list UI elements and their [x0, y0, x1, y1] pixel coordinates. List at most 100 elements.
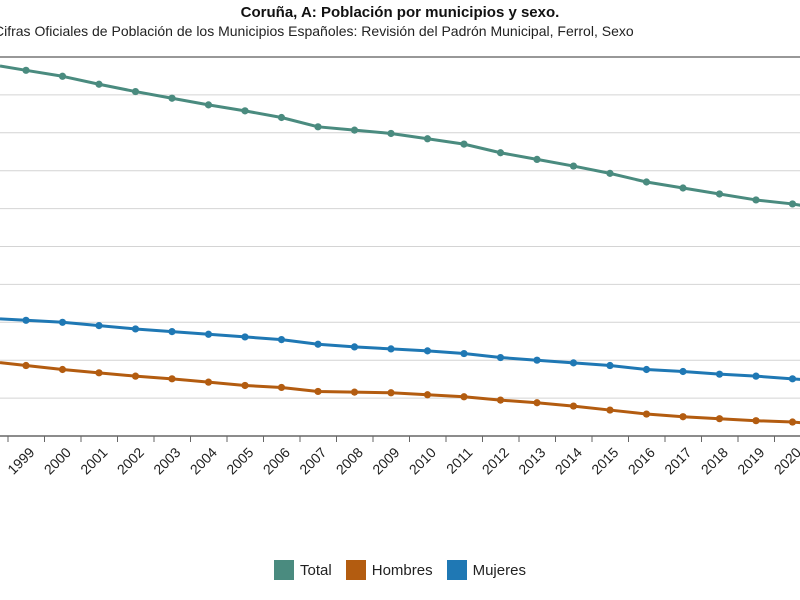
x-tick-label: 2019 — [734, 444, 767, 477]
data-point-hombres[interactable] — [460, 393, 468, 401]
data-point-hombres[interactable] — [241, 381, 249, 390]
data-point-mujeres[interactable] — [131, 325, 140, 333]
legend-item-hombres[interactable]: Hombres — [345, 560, 433, 580]
data-point-mujeres[interactable] — [277, 335, 286, 344]
data-point-total[interactable] — [460, 140, 468, 148]
x-tick-label: 2008 — [333, 444, 366, 477]
data-point-total[interactable] — [788, 200, 797, 208]
data-point-mujeres[interactable] — [204, 330, 213, 338]
data-point-hombres[interactable] — [204, 378, 213, 386]
gridlines — [0, 94, 800, 399]
data-point-mujeres[interactable] — [788, 375, 797, 383]
series-line-mujeres — [0, 317, 800, 381]
data-point-hombres[interactable] — [277, 383, 286, 392]
data-point-mujeres[interactable] — [460, 349, 468, 358]
data-point-total[interactable] — [277, 113, 286, 122]
legend-swatch-mujeres — [446, 560, 467, 580]
data-point-total[interactable] — [168, 94, 176, 102]
x-tick-label: 2001 — [77, 444, 110, 477]
data-point-mujeres[interactable] — [496, 353, 505, 362]
data-point-hombres[interactable] — [679, 413, 687, 421]
x-tick-label: 2009 — [369, 444, 402, 477]
data-point-total[interactable] — [314, 123, 322, 131]
data-point-total[interactable] — [533, 155, 541, 163]
data-point-total[interactable] — [752, 196, 760, 204]
data-point-total[interactable] — [204, 101, 213, 109]
data-point-mujeres[interactable] — [679, 367, 687, 376]
data-point-hombres[interactable] — [642, 410, 651, 418]
data-point-hombres[interactable] — [387, 389, 395, 397]
legend-swatch-hombres — [345, 560, 366, 580]
data-point-total[interactable] — [679, 184, 687, 192]
data-point-total[interactable] — [569, 162, 578, 170]
data-point-total[interactable] — [642, 178, 651, 186]
x-tick-label: 2012 — [479, 444, 512, 477]
x-tick-label: 2002 — [114, 444, 147, 477]
data-point-mujeres[interactable] — [314, 340, 322, 348]
data-point-total[interactable] — [95, 80, 103, 88]
data-point-hombres[interactable] — [168, 375, 176, 383]
data-point-hombres[interactable] — [533, 399, 541, 407]
legend-item-mujeres[interactable]: Mujeres — [446, 560, 526, 580]
x-axis-ticks: 1999 2000 2001 2002 2003 2004 2005 2006 2007 2008… — [4, 436, 800, 478]
data-point-mujeres[interactable] — [569, 359, 578, 367]
data-point-mujeres[interactable] — [642, 365, 651, 374]
data-point-total[interactable] — [423, 135, 432, 143]
legend-label-total: Total — [300, 561, 332, 579]
data-point-mujeres[interactable] — [752, 372, 760, 380]
data-point-mujeres[interactable] — [241, 333, 249, 341]
data-point-hombres[interactable] — [715, 415, 724, 423]
data-point-mujeres[interactable] — [387, 345, 395, 353]
legend: Total Hombres Mujeres — [0, 560, 800, 580]
data-point-mujeres[interactable] — [22, 316, 30, 324]
chart-title: Coruña, A: Población por municipios y se… — [240, 4, 560, 21]
x-tick-label: 2003 — [150, 444, 183, 477]
data-point-mujeres[interactable] — [168, 328, 176, 336]
data-point-hombres[interactable] — [350, 388, 359, 396]
series-line-hombres — [0, 361, 800, 425]
data-point-mujeres[interactable] — [350, 343, 359, 351]
data-point-mujeres[interactable] — [533, 356, 541, 364]
data-point-hombres[interactable] — [58, 365, 67, 374]
x-tick-label: 2016 — [625, 444, 658, 477]
data-point-total[interactable] — [606, 169, 614, 177]
x-tick-label: 2007 — [296, 444, 329, 477]
data-point-total[interactable] — [241, 107, 249, 115]
data-point-total[interactable] — [715, 190, 724, 198]
legend-label-mujeres: Mujeres — [472, 561, 526, 579]
x-tick-label: 2011 — [443, 444, 476, 477]
chart-subtitle: Cifras Oficiales de Población de los Mun… — [0, 23, 634, 39]
x-tick-label: 2004 — [187, 444, 220, 477]
data-point-mujeres[interactable] — [423, 347, 432, 355]
data-point-hombres[interactable] — [314, 387, 322, 396]
data-point-hombres[interactable] — [95, 369, 103, 377]
x-tick-label: 2000 — [41, 444, 74, 477]
data-point-mujeres[interactable] — [606, 361, 614, 370]
data-point-total[interactable] — [496, 149, 505, 157]
series-line-total — [0, 64, 800, 207]
data-point-mujeres[interactable] — [715, 370, 724, 378]
data-point-total[interactable] — [58, 72, 67, 80]
data-point-hombres[interactable] — [752, 417, 760, 425]
x-tick-label: 1999 — [4, 444, 37, 477]
data-point-hombres[interactable] — [131, 372, 140, 380]
legend-item-total[interactable]: Total — [274, 560, 332, 580]
x-tick-label: 2010 — [406, 444, 439, 477]
x-tick-label: 2013 — [515, 444, 548, 477]
data-point-hombres[interactable] — [788, 418, 797, 426]
data-point-hombres[interactable] — [496, 396, 505, 404]
x-tick-label: 2018 — [698, 444, 731, 477]
data-point-hombres[interactable] — [423, 391, 432, 399]
x-tick-label: 2017 — [661, 444, 694, 477]
data-point-hombres[interactable] — [22, 361, 30, 370]
series-group — [0, 64, 800, 426]
data-point-hombres[interactable] — [569, 402, 578, 410]
data-point-total[interactable] — [22, 66, 30, 74]
legend-swatch-total — [274, 560, 295, 580]
data-point-hombres[interactable] — [606, 406, 614, 414]
data-point-mujeres[interactable] — [95, 322, 103, 330]
data-point-total[interactable] — [350, 126, 359, 134]
data-point-mujeres[interactable] — [58, 318, 67, 326]
data-point-total[interactable] — [131, 87, 140, 96]
data-point-total[interactable] — [387, 129, 395, 138]
